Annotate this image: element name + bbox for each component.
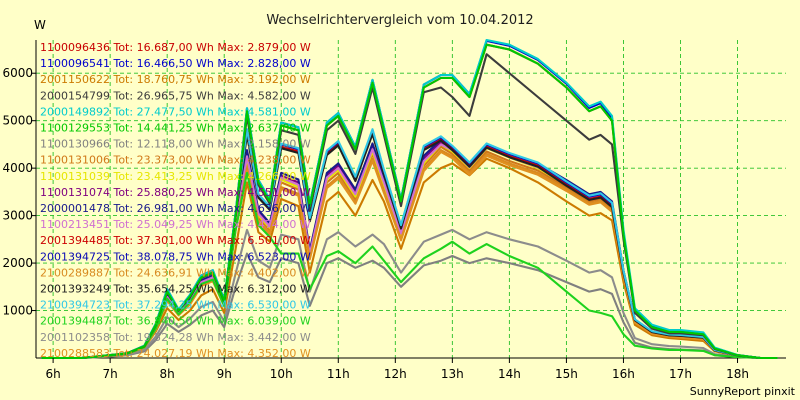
legend-entry-14: 2100289887 Tot: 24.636,91 Wh Max: 4.402,… — [40, 266, 311, 279]
footer-credit: SunnyReport pinxit — [690, 385, 796, 398]
series-line-6 — [41, 252, 778, 360]
legend-entry-4: 2000149892 Tot: 27.477,50 Wh Max: 4.581,… — [40, 105, 311, 118]
legend-entry-1: 1100096541 Tot: 16.466,50 Wh Max: 2.828,… — [40, 57, 311, 70]
x-tick-label: 11h — [327, 367, 350, 381]
series-line-17 — [41, 171, 778, 360]
grid — [36, 40, 786, 358]
legend-entry-18: 2001102358 Tot: 19.524,28 Wh Max: 3.442,… — [40, 331, 311, 344]
y-tick-label: 4000 — [2, 161, 33, 175]
series-line-5 — [41, 43, 778, 360]
x-tick-label: 15h — [555, 367, 578, 381]
y-tick-label: 3000 — [2, 209, 33, 223]
legend-entry-12: 2001394485 Tot: 37.301,00 Wh Max: 6.501,… — [40, 234, 311, 247]
legend-entry-16: 2100394723 Tot: 37.294,25 Wh Max: 6.530,… — [40, 299, 311, 312]
series-line-19 — [41, 150, 778, 360]
x-tick-label: 8h — [160, 367, 175, 381]
legend-entry-2: 2001150622 Tot: 18.760,75 Wh Max: 3.192,… — [40, 73, 311, 86]
y-ticks: 1000 2000 3000 4000 5000 6000 — [2, 66, 36, 318]
legend: 1100096436 Tot: 16.687,00 Wh Max: 2.879,… — [40, 41, 311, 360]
legend-entry-10: 2000001478 Tot: 26.981,00 Wh Max: 4.636,… — [40, 202, 311, 215]
x-tick-label: 17h — [669, 367, 692, 381]
x-ticks: 6h 7h 8h 9h 10h 11h 12h 13h 14h 15h 16h 17h 18h — [45, 358, 749, 381]
x-tick-label: 18h — [726, 367, 749, 381]
legend-entry-7: 1100131006 Tot: 23.373,00 Wh Max: 4.238,… — [40, 154, 311, 167]
legend-entry-15: 2001393249 Tot: 35.654,25 Wh Max: 6.312,… — [40, 283, 311, 296]
x-tick-label: 12h — [384, 367, 407, 381]
x-tick-label: 14h — [498, 367, 521, 381]
legend-entry-0: 1100096436 Tot: 16.687,00 Wh Max: 2.879,… — [40, 41, 311, 54]
legend-entry-13: 2001394725 Tot: 38.078,75 Wh Max: 6.523,… — [40, 250, 311, 263]
y-tick-label: 5000 — [2, 114, 33, 128]
x-tick-label: 13h — [441, 367, 464, 381]
legend-entry-6: 1100130966 Tot: 12.118,00 Wh Max: 2.158,… — [40, 138, 311, 151]
chart-title: Wechselrichtervergleich vom 10.04.2012 — [266, 13, 533, 28]
y-tick-label: 1000 — [2, 304, 33, 318]
x-tick-label: 10h — [270, 367, 293, 381]
axes — [35, 40, 786, 359]
series-line-18 — [41, 228, 778, 360]
series-lines — [41, 38, 778, 360]
legend-entry-8: 1100131039 Tot: 23.413,25 Wh Max: 4.266,… — [40, 170, 311, 183]
x-tick-label: 6h — [45, 367, 60, 381]
x-tick-label: 16h — [612, 367, 635, 381]
x-tick-label: 9h — [217, 367, 232, 381]
y-tick-label: 6000 — [2, 66, 33, 80]
legend-entry-5: 1100129553 Tot: 14.441,25 Wh Max: 2.637,… — [40, 122, 311, 135]
y-axis-label: W — [34, 18, 46, 32]
legend-entry-17: 2001394487 Tot: 36.840,50 Wh Max: 6.039,… — [40, 315, 311, 328]
series-line-2 — [41, 157, 778, 360]
legend-entry-19: 2100288583 Tot: 24.027,19 Wh Max: 4.352,… — [40, 347, 311, 360]
legend-entry-11: 1100213451 Tot: 25.049,25 Wh Max: 4.474,… — [40, 218, 311, 231]
x-tick-label: 7h — [103, 367, 118, 381]
y-tick-label: 2000 — [2, 256, 33, 270]
legend-entry-3: 2000154799 Tot: 26.965,75 Wh Max: 4.582,… — [40, 89, 311, 102]
legend-entry-9: 1100131074 Tot: 25.880,25 Wh Max: 4.551,… — [40, 186, 311, 199]
